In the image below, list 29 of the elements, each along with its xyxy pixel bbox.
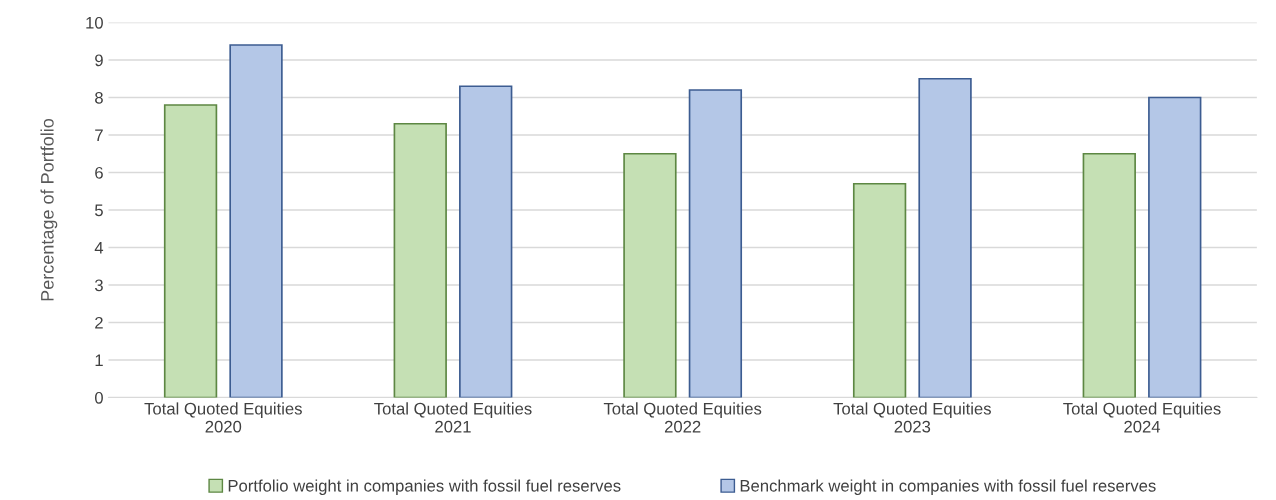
bar (1082, 152, 1136, 398)
x-tick-label: Total Quoted Equities 2022 (603, 402, 762, 433)
legend-label: Benchmark weight in companies with fossil fuel reserves (740, 479, 1156, 495)
x-tick-label: Total Quoted Equities 2024 (1063, 402, 1221, 433)
bar (229, 44, 283, 398)
bar (918, 77, 972, 398)
x-tick-label: Total Quoted Equities 2023 (833, 402, 991, 433)
y-tick-label: 1 (95, 354, 103, 367)
y-tick-label: 4 (94, 242, 104, 254)
y-axis-title: Percentage of Portfolio (40, 118, 58, 301)
x-tick-label: Total Quoted Equities 2020 (144, 402, 302, 433)
y-tick-label: 0 (94, 391, 103, 404)
y-tick-label: 9 (95, 54, 103, 67)
bar (1148, 96, 1202, 398)
bar (623, 152, 677, 398)
y-tick-label: 2 (95, 316, 103, 329)
y-tick-label: 5 (95, 204, 103, 217)
x-tick-label: Total Quoted Equities 2021 (374, 402, 532, 433)
y-tick-label: 3 (94, 279, 103, 292)
y-tick-label: 7 (95, 129, 103, 142)
y-tick-label: 10 (86, 16, 103, 29)
bar (688, 89, 743, 398)
y-tick-label: 8 (95, 91, 103, 104)
bar (163, 104, 218, 398)
bar (393, 122, 447, 398)
legend-label: Portfolio weight in companies with fossil fuel reserves (228, 479, 621, 495)
bar (459, 85, 513, 398)
bar (852, 182, 907, 398)
y-tick-label: 6 (95, 166, 103, 179)
